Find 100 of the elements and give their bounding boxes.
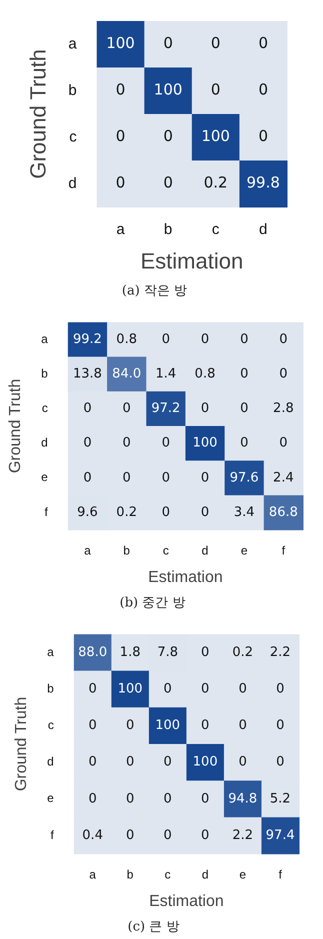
x-axis-title: Estimation: [140, 248, 244, 274]
data-label: 0: [201, 644, 210, 660]
y-tick-label: b: [68, 82, 77, 99]
x-tick-label: b: [164, 221, 172, 238]
data-label: 94.8: [228, 791, 258, 806]
data-label: 2.4: [273, 470, 294, 486]
y-tick-label: a: [47, 644, 54, 659]
data-label: 0: [116, 127, 126, 146]
data-label: 0: [258, 127, 268, 146]
data-label: 100: [201, 127, 230, 146]
x-tick-label: e: [240, 543, 248, 558]
data-label: 100: [118, 681, 143, 696]
data-label: 0.2: [116, 504, 137, 520]
data-label: 2.2: [270, 644, 291, 660]
data-label: 0: [201, 718, 210, 734]
y-tick-label: b: [41, 366, 48, 380]
data-label: 0: [122, 470, 131, 486]
data-label: 97.2: [151, 401, 180, 416]
data-label: 0: [164, 681, 172, 696]
data-label: 2.2: [232, 828, 254, 843]
y-tick-label: c: [69, 128, 78, 146]
y-tick-label: e: [41, 470, 48, 484]
data-label: 0: [258, 34, 268, 52]
data-label: 0.8: [116, 332, 137, 347]
data-label: 7.8: [157, 644, 178, 660]
data-label: 97.6: [230, 470, 259, 486]
x-tick-label: f: [278, 867, 283, 882]
data-label: 0: [238, 681, 247, 696]
y-tick-label: d: [68, 174, 77, 192]
data-label: 0: [279, 332, 288, 347]
x-tick-label: c: [212, 221, 220, 238]
data-label: 0: [162, 504, 170, 520]
y-tick-label: b: [47, 681, 54, 696]
data-label: 0: [200, 504, 210, 520]
data-label: 0: [88, 754, 97, 770]
data-label: 0: [240, 366, 248, 382]
data-label: 0: [88, 681, 97, 696]
data-label: 0: [210, 80, 220, 99]
data-label: 0: [238, 754, 247, 770]
x-tick-label: a: [116, 221, 126, 238]
data-label: 5.2: [270, 791, 291, 806]
data-label: 0: [126, 828, 134, 843]
data-label: 88.0: [78, 644, 108, 660]
data-label: 0: [258, 80, 268, 99]
x-tick-label: b: [123, 543, 130, 558]
x-tick-label: e: [239, 867, 246, 882]
data-label: 0: [201, 681, 210, 696]
data-label: 100: [192, 436, 218, 451]
data-label: 0: [200, 401, 210, 416]
data-label: 0: [88, 791, 97, 806]
y-tick-label: a: [68, 35, 78, 52]
x-axis-title: Estimation: [148, 569, 223, 586]
data-label: 0: [276, 681, 284, 696]
data-label: 13.8: [72, 366, 102, 382]
data-label: 0: [240, 436, 248, 451]
data-label: 0: [238, 718, 247, 734]
data-label: 100: [192, 754, 218, 770]
x-tick-label: c: [162, 543, 169, 558]
y-axis-title: Ground Truth: [13, 696, 30, 792]
data-label: 0: [164, 828, 172, 843]
data-label: 0: [162, 332, 170, 347]
data-label: 1.8: [120, 644, 140, 660]
data-label: 0: [163, 174, 173, 192]
data-label: 0: [162, 436, 170, 451]
data-label: 86.8: [268, 504, 298, 520]
data-label: 0: [164, 791, 172, 806]
data-label: 0: [279, 366, 288, 382]
x-tick-label: a: [89, 867, 96, 882]
data-label: 0: [126, 718, 134, 734]
data-label: 0: [240, 401, 248, 416]
data-label: 9.6: [77, 504, 98, 520]
y-tick-label: e: [47, 791, 54, 806]
data-label: 0: [163, 34, 173, 52]
data-label: 0: [122, 401, 131, 416]
data-label: 84.0: [112, 366, 142, 382]
y-tick-label: c: [48, 718, 54, 732]
data-label: 0: [201, 828, 210, 843]
y-tick-label: f: [44, 504, 49, 519]
data-label: 0.8: [194, 366, 216, 382]
data-label: 0.2: [232, 644, 254, 660]
x-tick-label: d: [202, 543, 208, 558]
data-label: 99.8: [246, 174, 280, 192]
data-label: 1.4: [156, 366, 176, 382]
data-label: 0: [83, 470, 92, 486]
data-label: 0: [240, 332, 248, 347]
data-label: 0: [210, 34, 220, 52]
y-tick-label: f: [50, 828, 55, 842]
y-tick-label: c: [42, 401, 48, 416]
data-label: 0.4: [82, 828, 103, 843]
y-tick-label: d: [47, 754, 54, 769]
x-tick-label: d: [259, 221, 268, 238]
y-tick-label: d: [41, 436, 48, 450]
text: (b) 중간 방: [120, 596, 186, 611]
data-label: 0.2: [204, 174, 228, 192]
data-label: 2.8: [273, 401, 294, 416]
y-axis-title: Ground Truth: [25, 49, 50, 179]
data-label: 0: [279, 436, 288, 451]
x-axis-title: Estimation: [149, 893, 224, 910]
data-label: 0: [83, 436, 92, 451]
x-tick-label: a: [84, 543, 92, 558]
